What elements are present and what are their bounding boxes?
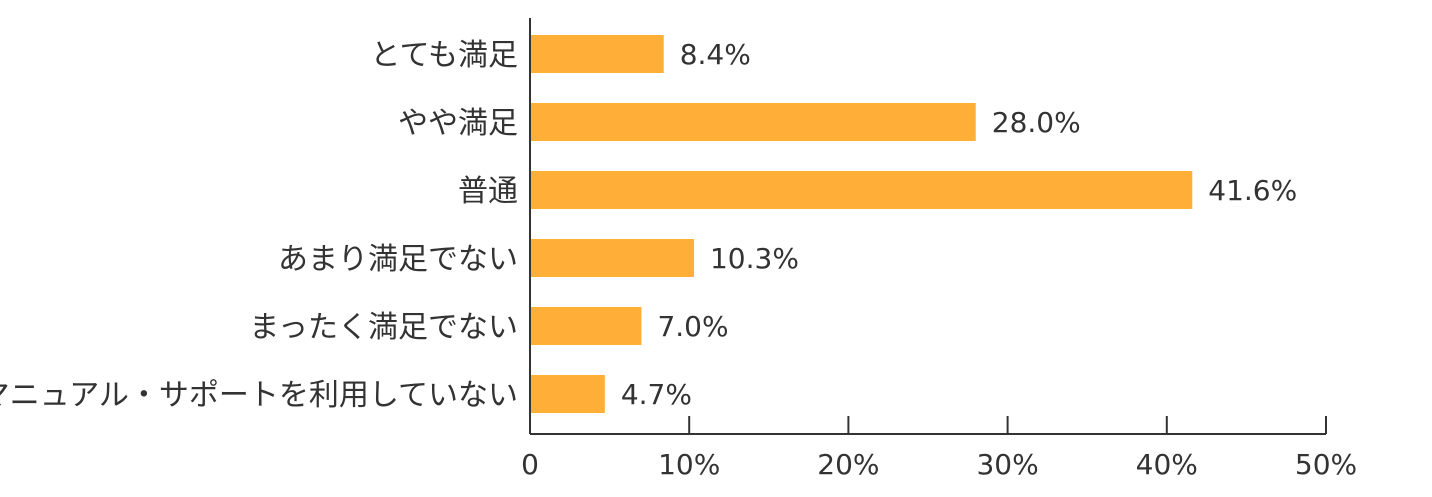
value-label-3: 10.3% [710, 242, 799, 275]
x-tick-label-0: 0 [521, 448, 539, 481]
x-tick-label-3: 30% [976, 448, 1038, 481]
x-tick-label-2: 20% [817, 448, 879, 481]
category-label-1: やや満足 [398, 106, 518, 141]
ticks-group: 0 10% 20% 30% 40% 50% [521, 416, 1357, 481]
axes-group [529, 18, 1326, 435]
bar-5 [531, 375, 605, 413]
x-tick-label-4: 40% [1136, 448, 1198, 481]
category-label-0: とても満足 [370, 38, 518, 73]
value-label-1: 28.0% [992, 106, 1081, 139]
value-label-5: 4.7% [621, 378, 692, 411]
bar-4 [531, 307, 642, 345]
bar-3 [531, 239, 694, 277]
category-label-4: まったく満足でない [249, 310, 518, 345]
x-tick-label-5: 50% [1295, 448, 1357, 481]
category-label-2: 普通 [458, 174, 518, 209]
category-label-3: あまり満足でない [278, 242, 518, 277]
value-label-0: 8.4% [680, 38, 751, 71]
bars-group [531, 35, 1193, 413]
category-label-5: マニュアル・サポートを利用していない [0, 378, 518, 413]
value-label-2: 41.6% [1208, 174, 1297, 207]
bar-2 [531, 171, 1193, 209]
value-label-4: 7.0% [657, 310, 728, 343]
x-tick-label-1: 10% [658, 448, 720, 481]
bar-0 [531, 35, 664, 73]
bar-1 [531, 103, 976, 141]
value-labels-group: 8.4% 28.0% 41.6% 10.3% 7.0% 4.7% [621, 38, 1297, 411]
category-labels-group: とても満足やや満足普通あまり満足でないまったく満足でないマニュアル・サポートを利… [0, 38, 518, 413]
